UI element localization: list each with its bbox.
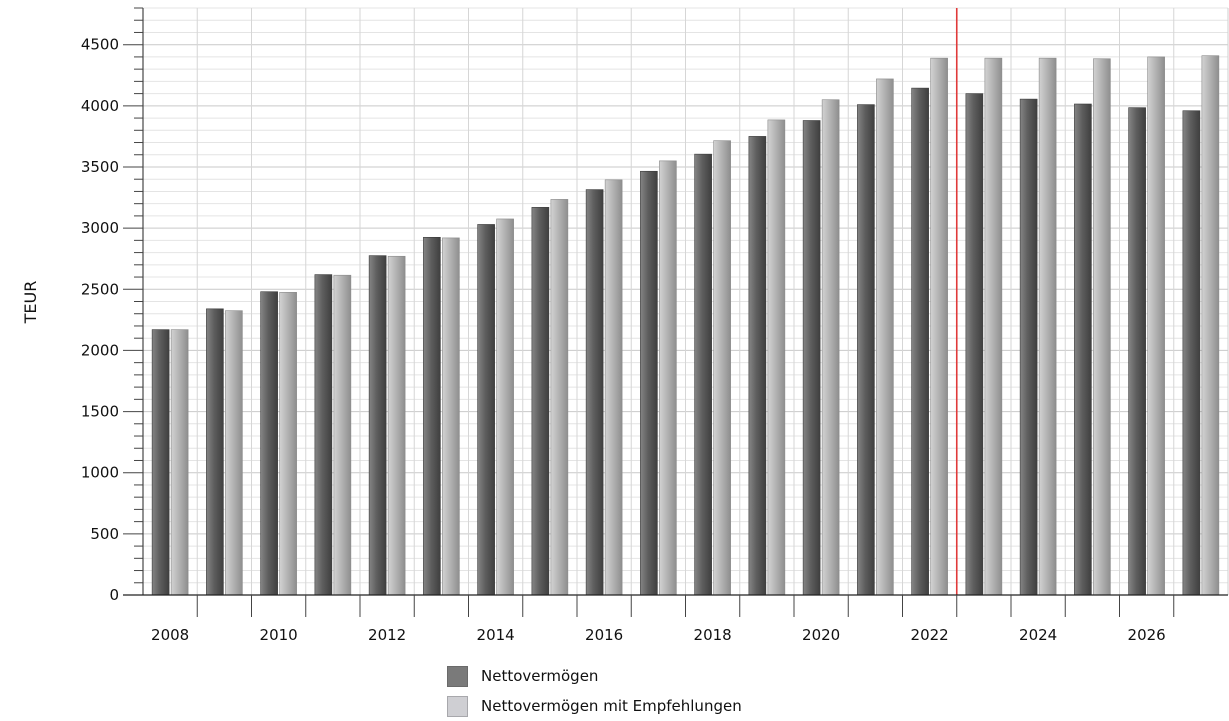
y-axis-label: TEUR	[21, 281, 40, 325]
bar-nettovermoegen-2022	[911, 87, 929, 596]
y-tick-label: 500	[90, 525, 119, 543]
bar-mit-empfehlungen-2014	[496, 218, 514, 596]
bar-nettovermoegen-2021	[857, 104, 875, 596]
legend-item-nettovermoegen: Nettovermögen	[447, 661, 742, 691]
bar-nettovermoegen-2016	[585, 189, 604, 596]
bar-mit-empfehlungen-2012	[387, 255, 406, 596]
x-tick-label: 2024	[1019, 626, 1057, 644]
bar-mit-empfehlungen-2026	[1147, 56, 1165, 596]
y-tick-label: 0	[109, 586, 119, 604]
y-tick-label: 4500	[81, 36, 119, 54]
bar-mit-empfehlungen-2008	[170, 329, 189, 596]
bar-nettovermoegen-2019	[748, 136, 767, 596]
bar-nettovermoegen-2018	[694, 153, 712, 596]
bar-nettovermoegen-2009	[206, 308, 224, 596]
legend: Nettovermögen Nettovermögen mit Empfehlu…	[447, 661, 742, 721]
legend-swatch-dark	[447, 665, 468, 687]
grid-lines	[143, 7, 1229, 596]
bar-mit-empfehlungen-2027	[1201, 55, 1220, 596]
y-tick-label: 3000	[81, 219, 119, 237]
bar-mit-empfehlungen-2021	[876, 78, 894, 596]
bar-nettovermoegen-2013	[423, 236, 441, 596]
y-tick-label: 2000	[81, 341, 119, 359]
legend-item-nettovermoegen-mit-empfehlungen: Nettovermögen mit Empfehlungen	[447, 691, 742, 721]
bar-nettovermoegen-2011	[314, 274, 333, 596]
bar-nettovermoegen-2023	[965, 93, 984, 596]
bar-mit-empfehlungen-2025	[1093, 58, 1111, 596]
legend-swatch-light	[447, 695, 468, 717]
x-tick-label: 2018	[694, 626, 732, 644]
x-tick-label: 2014	[477, 626, 515, 644]
y-tick-label: 4000	[81, 97, 119, 115]
bar-nettovermoegen-2025	[1074, 103, 1092, 596]
bar-mit-empfehlungen-2018	[713, 140, 731, 596]
legend-label: Nettovermögen	[481, 667, 599, 685]
bar-mit-empfehlungen-2022	[930, 57, 948, 596]
bar-nettovermoegen-2017	[640, 170, 658, 596]
bar-nettovermoegen-2008	[151, 329, 170, 596]
bar-mit-empfehlungen-2013	[442, 237, 460, 596]
x-tick-label: 2026	[1128, 626, 1166, 644]
bar-mit-empfehlungen-2020	[821, 99, 840, 596]
y-tick-label: 1500	[81, 403, 119, 421]
bar-nettovermoegen-2020	[802, 120, 821, 596]
bar-mit-empfehlungen-2009	[225, 310, 243, 596]
bar-nettovermoegen-2012	[368, 255, 387, 596]
x-tick-label: 2020	[802, 626, 840, 644]
legend-label: Nettovermögen mit Empfehlungen	[481, 697, 742, 715]
x-tick-label: 2016	[585, 626, 623, 644]
tick-labels: 0 500 1000 1500 2000 2500 3000 3500 4000 4500 2008…	[81, 36, 1166, 644]
bar-mit-empfehlungen-2023	[984, 57, 1003, 596]
bar-nettovermoegen-2027	[1182, 110, 1201, 596]
x-tick-label: 2010	[260, 626, 298, 644]
bar-nettovermoegen-2026	[1128, 107, 1146, 596]
x-tick-label: 2008	[151, 626, 189, 644]
y-tick-label: 1000	[81, 464, 119, 482]
bar-mit-empfehlungen-2015	[550, 199, 569, 596]
bar-nettovermoegen-2024	[1019, 98, 1038, 596]
bar-mit-empfehlungen-2011	[333, 274, 352, 596]
bar-nettovermoegen-2014	[477, 224, 495, 596]
x-tick-label: 2012	[368, 626, 406, 644]
bar-mit-empfehlungen-2016	[604, 179, 623, 596]
bar-mit-empfehlungen-2024	[1038, 57, 1057, 596]
bar-mit-empfehlungen-2017	[659, 160, 677, 596]
axes	[123, 7, 1228, 617]
bar-nettovermoegen-2010	[260, 291, 278, 596]
y-tick-label: 2500	[81, 280, 119, 298]
x-tick-label: 2022	[911, 626, 949, 644]
bar-nettovermoegen-2015	[531, 207, 550, 596]
bar-mit-empfehlungen-2019	[767, 119, 786, 596]
bar-mit-empfehlungen-2010	[279, 292, 297, 596]
y-tick-label: 3500	[81, 158, 119, 176]
